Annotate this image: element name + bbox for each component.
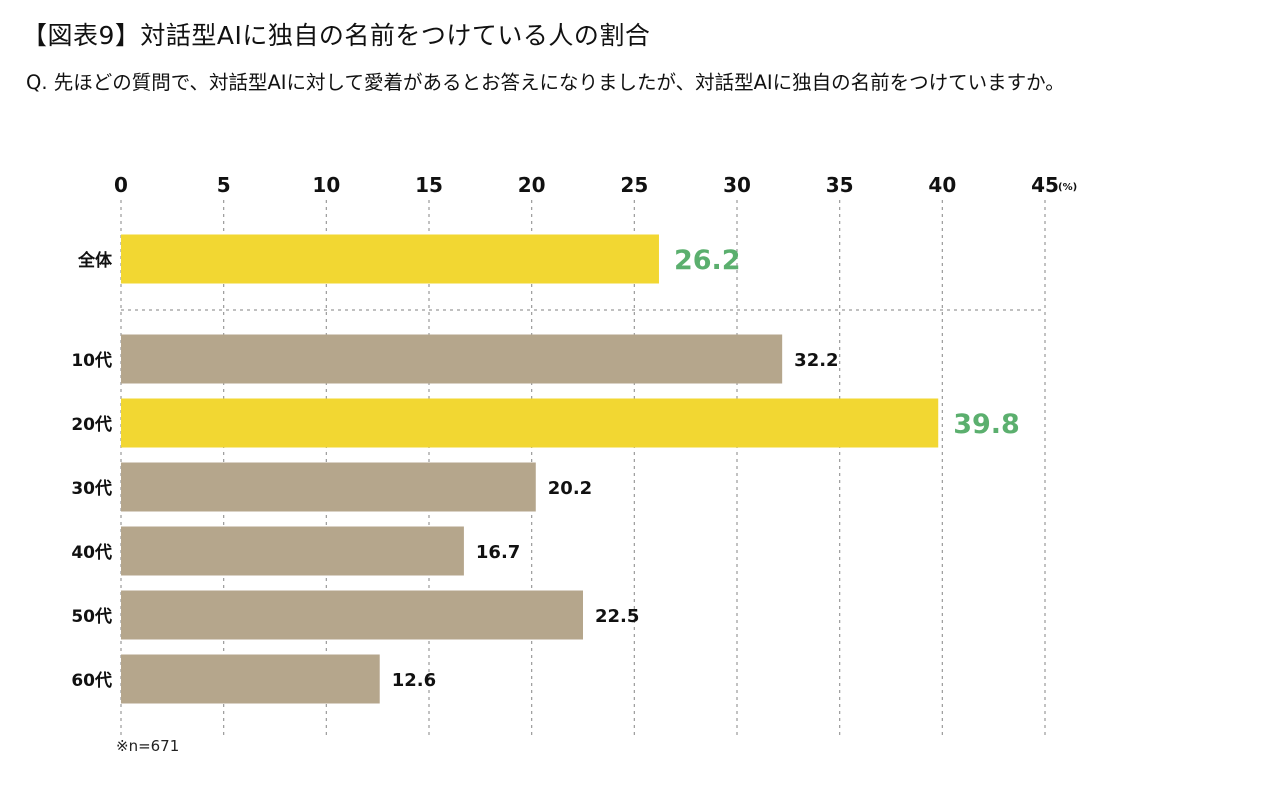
category-label: 20代	[71, 414, 112, 435]
sample-size-note: ※n=671	[116, 737, 180, 755]
category-label: 60代	[71, 670, 112, 691]
x-tick-label: 35	[826, 173, 854, 197]
bar	[121, 654, 380, 704]
value-label: 22.5	[595, 606, 639, 627]
category-label: 50代	[71, 606, 112, 627]
x-tick-label: 45	[1031, 173, 1059, 197]
x-tick-label: 25	[620, 173, 648, 197]
value-label: 12.6	[392, 670, 436, 691]
bar	[121, 398, 939, 448]
bar	[121, 462, 536, 512]
category-label: 40代	[71, 542, 112, 563]
value-label: 32.2	[794, 350, 838, 371]
category-label: 10代	[71, 350, 112, 371]
unit-label: (%)	[1058, 182, 1077, 193]
x-tick-label: 20	[518, 173, 546, 197]
chart-title: 【図表9】対話型AIに独自の名前をつけている人の割合	[22, 21, 651, 50]
survey-question: Q. 先ほどの質問で、対話型AIに対して愛着があるとお答えになりましたが、対話型…	[26, 71, 1065, 94]
category-label: 30代	[71, 478, 112, 499]
x-tick-label: 5	[217, 173, 231, 197]
category-labels: 全体 10代 20代 30代 40代 50代 60代	[71, 250, 113, 691]
value-label: 16.7	[476, 542, 520, 563]
value-label: 39.8	[953, 409, 1020, 440]
bar	[121, 334, 783, 384]
x-tick-label: 15	[415, 173, 443, 197]
x-tick-label: 0	[114, 173, 128, 197]
bar	[121, 590, 583, 640]
x-tick-label: 40	[928, 173, 956, 197]
value-label: 20.2	[548, 478, 592, 499]
x-tick-label: 10	[312, 173, 340, 197]
bar	[121, 234, 659, 284]
value-label: 26.2	[674, 245, 741, 276]
category-label: 全体	[77, 250, 113, 271]
x-tick-label: 30	[723, 173, 751, 197]
x-axis-ticks: 0 5 10 15 20 25 30 35 40 45 (%)	[114, 173, 1077, 197]
bars	[121, 234, 939, 704]
value-labels: 26.2 32.2 39.8 20.2 16.7 22.5 12.6	[392, 245, 1020, 691]
bar	[121, 526, 464, 576]
